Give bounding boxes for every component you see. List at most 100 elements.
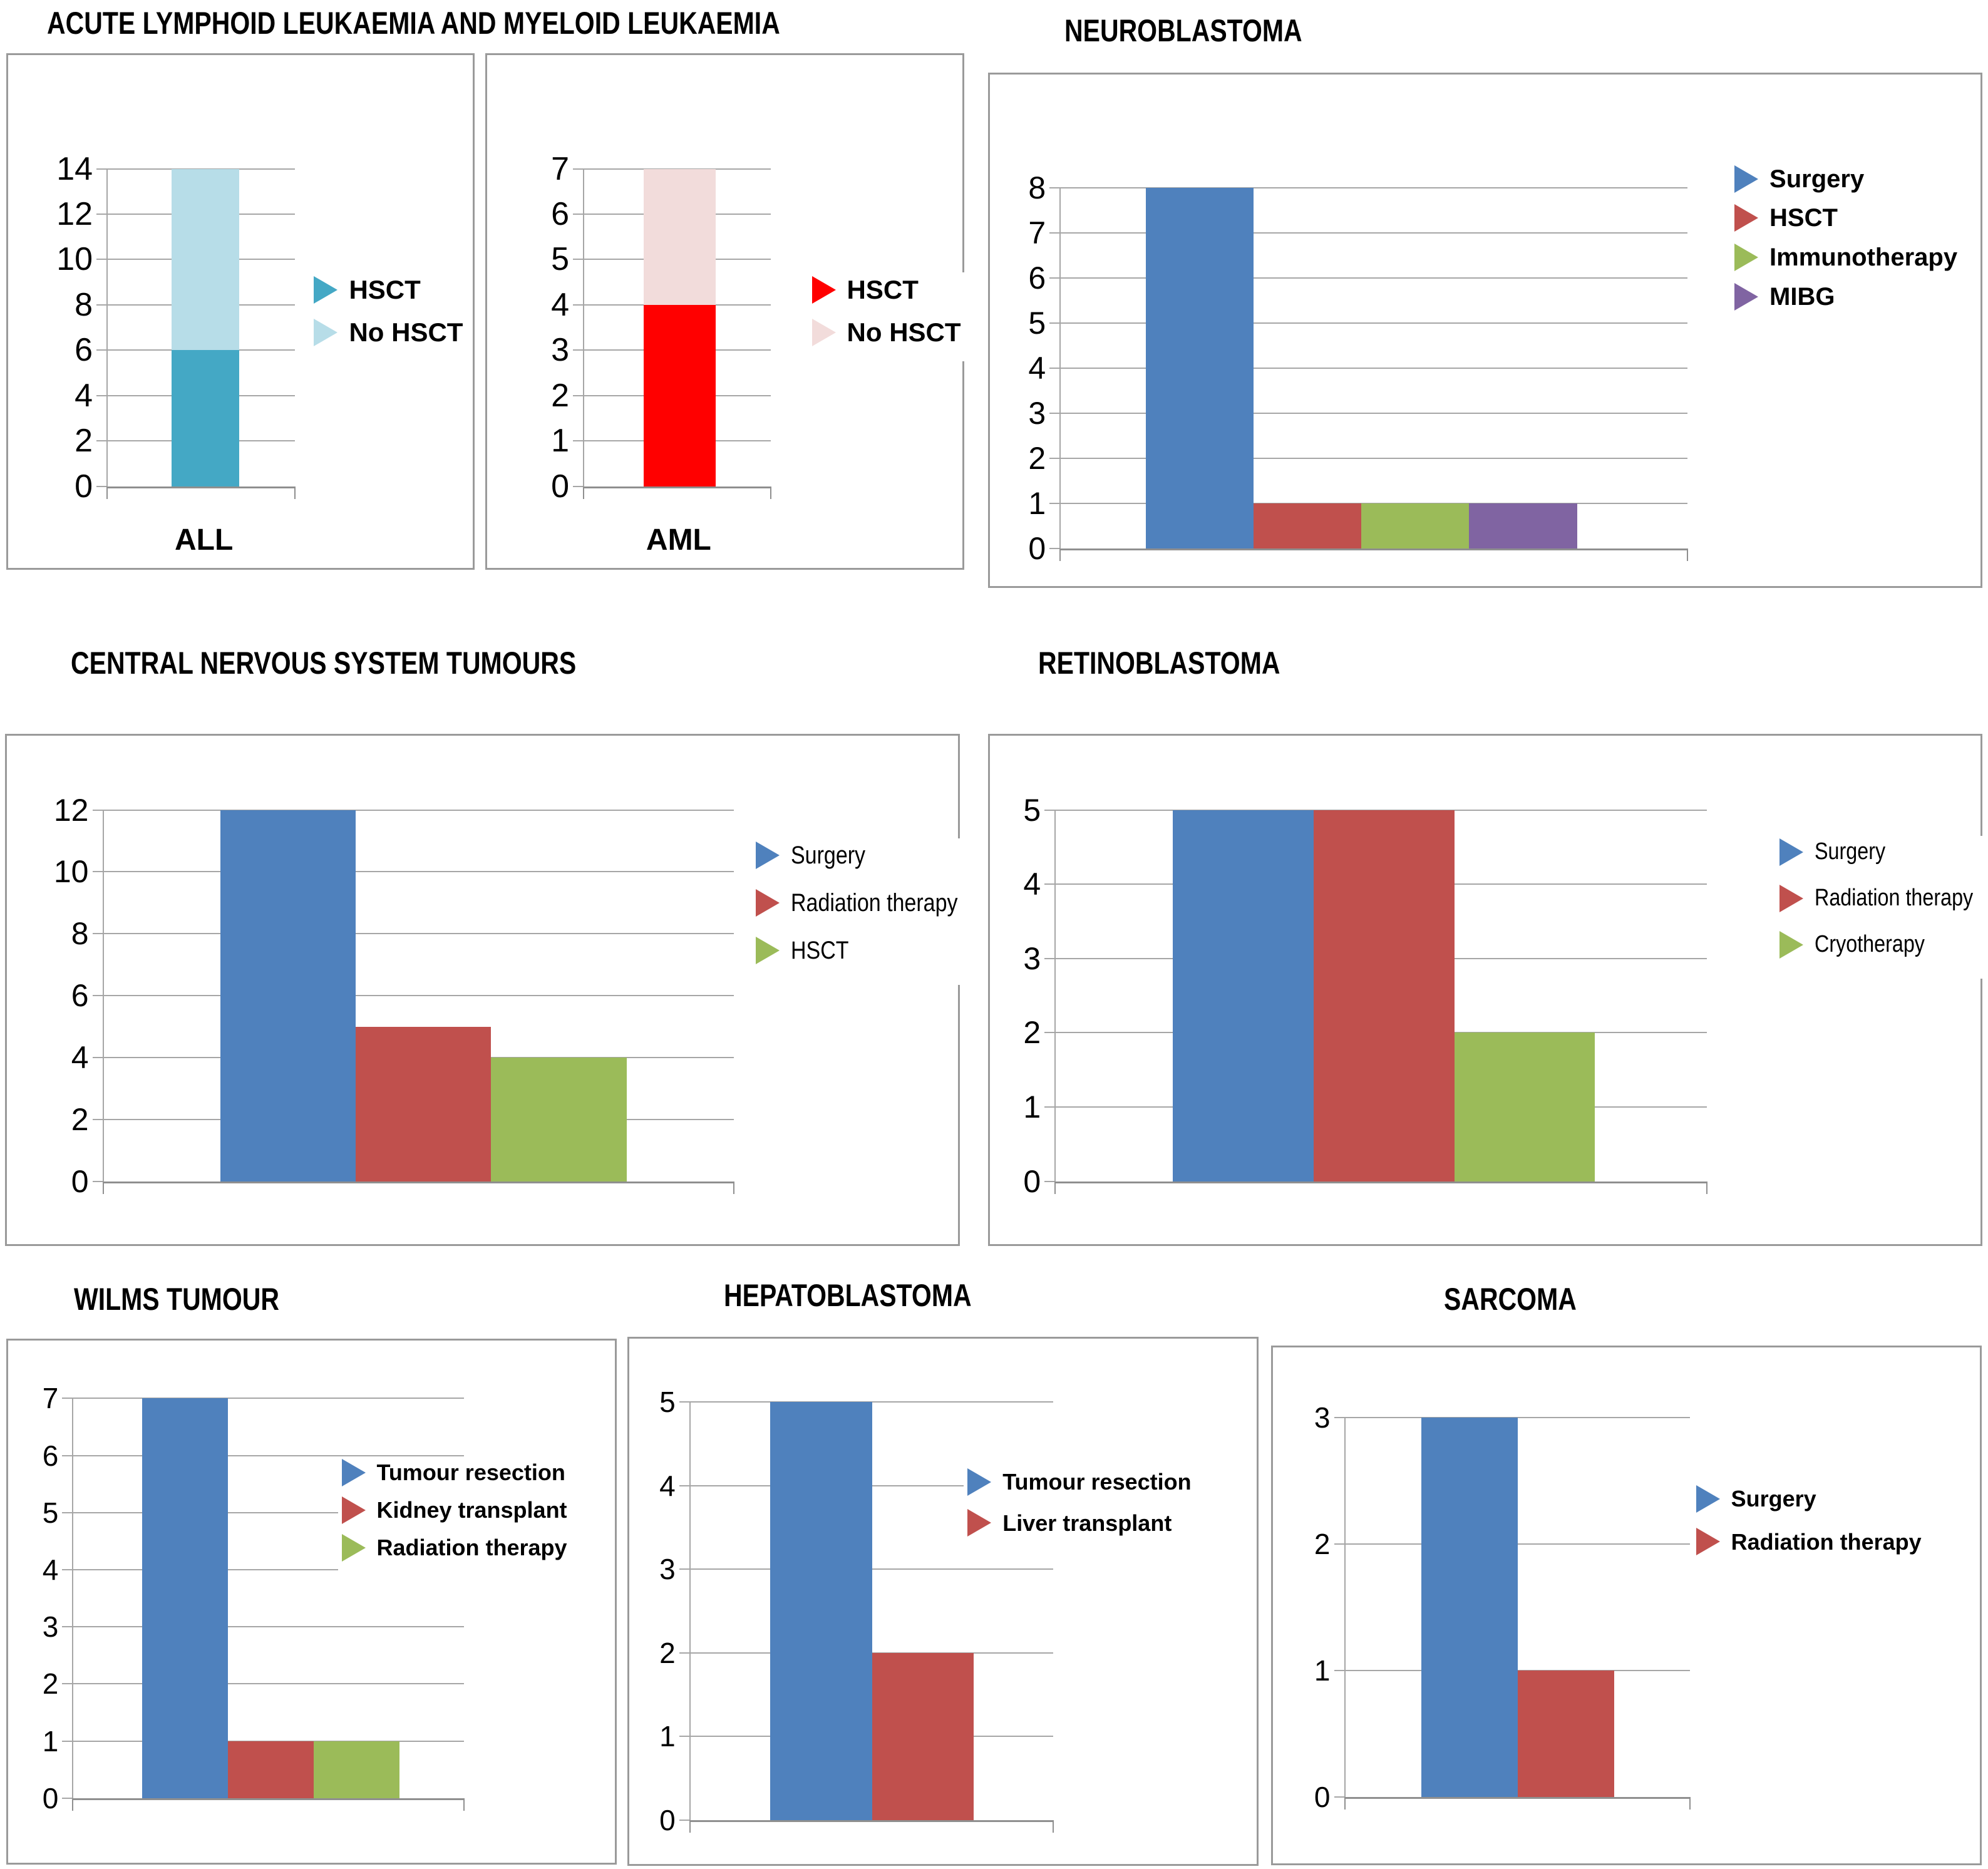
legend-triangle-icon	[1734, 165, 1759, 193]
y-tick-label: 3	[551, 332, 569, 369]
gridline	[1061, 458, 1687, 460]
legend-label: Immunotherapy	[1769, 244, 1958, 271]
y-tick-label: 4	[551, 286, 569, 323]
y-tick-label: 5	[1028, 306, 1046, 341]
y-axis-tick	[92, 1118, 104, 1120]
y-axis-tick	[1049, 458, 1061, 460]
y-axis-tick	[1049, 277, 1061, 279]
legend-label: Radiation therapy	[376, 1535, 567, 1561]
y-tick-label: 4	[659, 1469, 676, 1502]
gridline	[1345, 1669, 1690, 1671]
legend-label: No HSCT	[349, 317, 463, 347]
y-tick-label: 7	[1028, 215, 1046, 251]
gridline	[103, 995, 734, 997]
gridline	[690, 1652, 1054, 1654]
x-axis-right-tick	[1706, 1181, 1708, 1194]
x-axis-left-tick	[689, 1820, 691, 1833]
y-tick-label: 1	[1314, 1654, 1331, 1687]
y-tick-label: 0	[42, 1781, 59, 1815]
legend-label: Surgery	[1731, 1486, 1816, 1512]
bar-radiation-therapy	[314, 1741, 400, 1798]
legend-label: HSCT	[349, 274, 421, 304]
y-tick-label: 5	[42, 1496, 59, 1529]
y-axis-tick	[62, 1683, 74, 1685]
y-axis-tick	[573, 304, 584, 306]
gridline	[73, 1455, 465, 1456]
group-title-wilms: WILMS TUMOUR	[74, 1282, 279, 1317]
y-axis-tick	[96, 259, 108, 260]
y-axis-tick	[1049, 368, 1061, 369]
y-tick-label: 2	[71, 1101, 89, 1137]
x-axis-right-tick	[770, 486, 772, 499]
legend-label: Surgery	[790, 841, 865, 869]
y-axis-tick	[1044, 883, 1056, 885]
category-label-all: ALL	[175, 523, 234, 557]
bar-radiation-therapy	[1517, 1670, 1614, 1797]
gridline	[690, 1485, 1054, 1486]
gridline	[73, 1398, 465, 1399]
legend-triangle-icon	[967, 1468, 992, 1496]
legend-item-liver-transplant: Liver transplant	[967, 1509, 1191, 1537]
gridline	[103, 809, 734, 811]
gridline	[1061, 503, 1687, 505]
y-tick-label: 6	[1028, 260, 1046, 296]
panel-retinoblastoma-chart: 0 1 2 3 4 5 Surgery Radiation therapy Cryotherap…	[988, 734, 1988, 1246]
plot-area: 0 1 2 3 4 5	[659, 1388, 1054, 1835]
legend-triangle-icon	[341, 1458, 366, 1486]
y-tick-label: 5	[551, 241, 569, 278]
y-axis-tick	[573, 440, 584, 442]
y-axis-tick	[62, 1568, 74, 1570]
legend-triangle-icon	[341, 1534, 366, 1562]
y-axis-tick	[62, 1740, 74, 1742]
y-axis-tick	[1049, 187, 1061, 189]
y-tick-label: 2	[42, 1667, 59, 1701]
legend-label: Radiation therapy	[790, 888, 958, 917]
legend-triangle-icon	[314, 318, 338, 346]
y-axis-tick	[92, 1056, 104, 1058]
legend-triangle-icon	[1734, 244, 1759, 271]
legend-label: Radiation therapy	[1814, 884, 1973, 911]
y-axis-tick	[62, 1626, 74, 1628]
x-axis-left-tick	[72, 1798, 74, 1811]
y-tick-label: 0	[1023, 1163, 1041, 1199]
y-axis-tick	[92, 1180, 104, 1182]
y-tick-label: 7	[42, 1382, 59, 1415]
y-axis-tick	[92, 809, 104, 811]
y-tick-label: 10	[53, 854, 89, 890]
x-axis-left-tick	[1059, 548, 1061, 562]
y-tick-label: 4	[75, 377, 93, 414]
bar-surgery	[1146, 188, 1254, 549]
y-tick-label: 14	[56, 150, 93, 187]
plot-area: 0 1 2 3 4 5 6 7 8	[1028, 172, 1688, 564]
y-tick-label: 5	[659, 1386, 676, 1419]
panel-sarcoma-chart: 0 1 2 3 Surgery Radiation therapy	[1271, 1346, 1982, 1865]
legend-item-cryotherapy: Cryotherapy	[1779, 930, 1988, 959]
category-label-aml: AML	[646, 523, 711, 557]
legend-triangle-icon	[1779, 838, 1803, 866]
legend: Surgery Radiation therapy Cryotherapy	[1775, 835, 1988, 979]
y-axis-tick	[1044, 1106, 1056, 1108]
legend: HSCT No HSCT	[808, 272, 971, 362]
y-axis-tick	[573, 485, 584, 487]
gridline	[73, 1683, 465, 1685]
y-axis-tick	[1044, 809, 1056, 811]
bar-immunotherapy	[1361, 503, 1470, 549]
y-tick-label: 6	[75, 332, 93, 369]
x-axis-left-tick	[583, 486, 584, 499]
group-title-retinoblastoma: RETINOBLASTOMA	[1038, 646, 1280, 681]
y-axis-tick	[96, 304, 108, 306]
bar-segment-no-hsct	[171, 168, 239, 351]
y-tick-label: 6	[42, 1439, 59, 1472]
legend-item-hsct: HSCT	[755, 936, 987, 965]
y-axis-tick	[1049, 232, 1061, 234]
gridline	[690, 1401, 1054, 1403]
legend-triangle-icon	[755, 936, 780, 964]
legend-item-surgery: Surgery	[755, 841, 987, 870]
y-tick-label: 5	[1023, 792, 1041, 828]
plot-area: 0 2 4 6 8 10 12 14	[56, 153, 296, 503]
legend-triangle-icon	[1779, 930, 1803, 959]
legend: Surgery Radiation therapy	[1692, 1482, 1932, 1572]
x-axis-right-tick	[463, 1798, 465, 1811]
y-axis-tick	[679, 1819, 691, 1821]
y-tick-label: 1	[659, 1720, 676, 1753]
